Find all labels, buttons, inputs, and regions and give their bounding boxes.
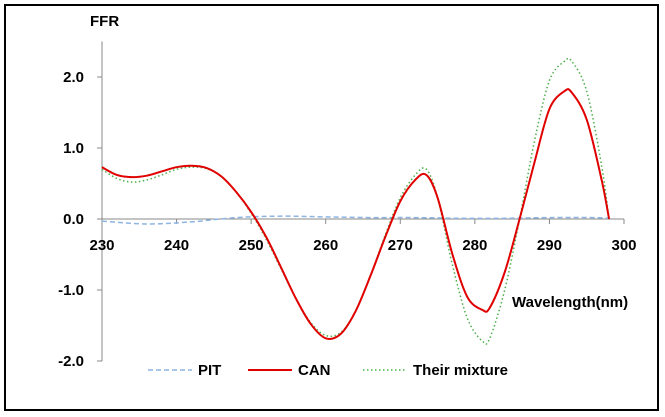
y-tick-label: -2.0 <box>58 353 84 370</box>
x-tick-label: 290 <box>537 237 562 254</box>
series-layer <box>101 57 611 345</box>
x-tick-label: 300 <box>611 237 636 254</box>
y-tick-label: 0.0 <box>63 211 84 228</box>
chart-frame <box>4 4 659 411</box>
y-tick-label: -1.0 <box>58 282 84 299</box>
axes <box>101 41 624 361</box>
ticks: 230 240 250 260 270 280 290 300 2.0 1.0 0.0 -1.0 -2.… <box>58 69 636 370</box>
series-can-line <box>101 88 611 340</box>
legend-label-pit: PIT <box>198 362 221 379</box>
legend-label-can: CAN <box>298 362 331 379</box>
legend-label-mixture: Their mixture <box>413 362 508 379</box>
y-tick-label: 2.0 <box>63 69 84 86</box>
x-tick-label: 280 <box>462 237 487 254</box>
legend: PIT CAN Their mixture <box>148 362 508 379</box>
x-tick-label: 260 <box>313 237 338 254</box>
x-tick-label: 240 <box>164 237 189 254</box>
x-tick-label: 230 <box>89 237 114 254</box>
y-tick-label: 1.0 <box>63 140 84 157</box>
x-tick-label: 250 <box>239 237 264 254</box>
series-pit-line <box>101 215 610 225</box>
y-axis-label: FFR <box>90 13 119 30</box>
x-tick-label: 270 <box>388 237 413 254</box>
x-axis-label: Wavelength(nm) <box>512 294 628 311</box>
